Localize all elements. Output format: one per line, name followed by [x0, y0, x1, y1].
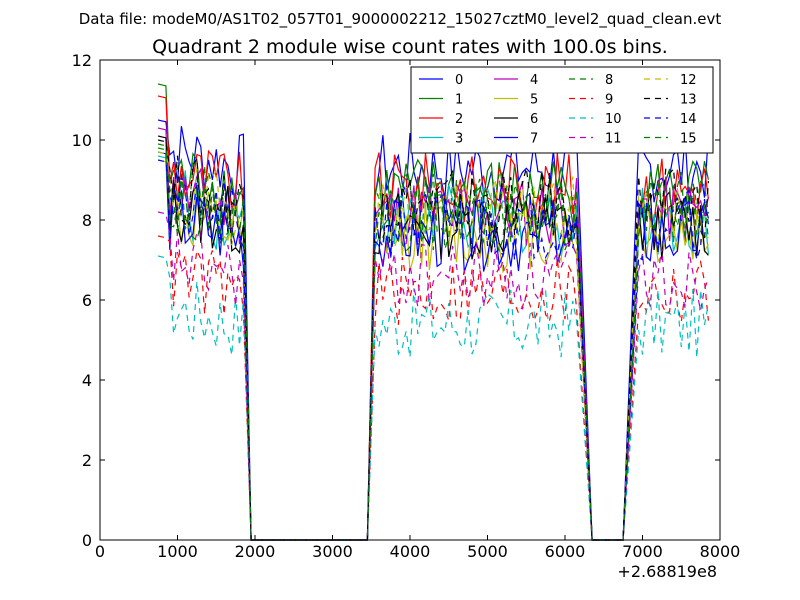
legend-label-3: 3	[455, 132, 463, 147]
legend-label-11: 11	[605, 132, 622, 147]
x-tick-label: 0	[95, 542, 105, 561]
legend-label-4: 4	[530, 73, 538, 88]
legend-label-7: 7	[530, 132, 538, 147]
y-tick-label: 8	[82, 211, 92, 230]
series-line-10	[157, 255, 709, 541]
legend-box	[410, 66, 714, 154]
y-tick-label: 6	[82, 291, 92, 310]
x-tick-label: 7000	[622, 542, 663, 561]
legend-label-14: 14	[680, 112, 697, 127]
y-tick-label: 12	[72, 51, 92, 70]
legend-label-0: 0	[455, 73, 463, 88]
x-tick-label: 1000	[157, 542, 198, 561]
legend-label-8: 8	[605, 73, 613, 88]
legend-label-6: 6	[530, 112, 538, 127]
series-line-14	[157, 159, 709, 541]
y-tick-label: 2	[82, 451, 92, 470]
chart-title: Quadrant 2 module wise count rates with …	[152, 36, 668, 58]
x-tick-label: 2000	[235, 542, 276, 561]
legend-label-10: 10	[605, 112, 622, 127]
x-axis: 0 1000 2000 3000 4000 5000 6000 7000 8000	[95, 60, 740, 561]
legend-label-15: 15	[680, 132, 697, 147]
x-tick-label: 8000	[700, 542, 741, 561]
legend-label-5: 5	[530, 93, 538, 108]
legend-label-2: 2	[455, 112, 463, 127]
x-tick-label: 6000	[545, 542, 586, 561]
x-tick-label: 3000	[312, 542, 353, 561]
y-tick-label: 4	[82, 371, 92, 390]
x-tick-label: 4000	[390, 542, 431, 561]
legend-label-9: 9	[605, 93, 613, 108]
legend-label-13: 13	[680, 93, 697, 108]
y-tick-label: 10	[72, 131, 92, 150]
x-offset-label: +2.68819e8	[617, 562, 717, 581]
chart-suptitle: Data file: modeM0/AS1T02_057T01_90000022…	[79, 10, 722, 29]
legend-label-12: 12	[680, 73, 697, 88]
y-tick-label: 0	[82, 531, 92, 550]
legend-label-1: 1	[455, 93, 463, 108]
x-tick-label: 5000	[467, 542, 508, 561]
